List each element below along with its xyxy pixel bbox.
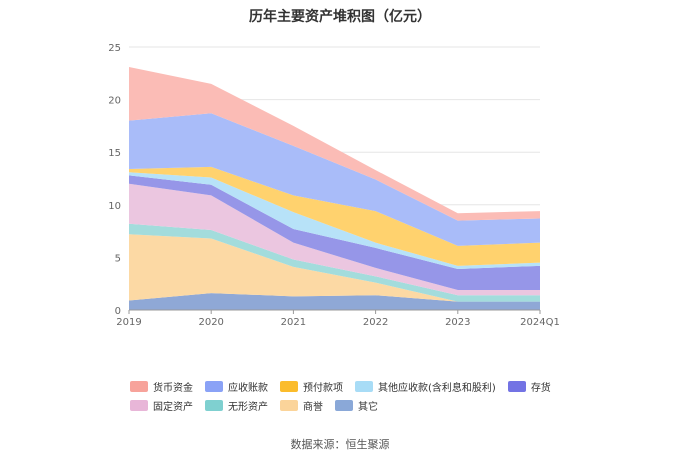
legend-item[interactable]: 无形资产 xyxy=(205,398,268,413)
legend-label: 固定资产 xyxy=(153,402,193,413)
legend: 货币资金 应收账款 预付款项 其他应收款(含利息和股利) 存货固定资产 无形资产 商誉 其它 xyxy=(130,377,610,415)
area-series-无形资产[interactable] xyxy=(129,223,540,302)
legend-label: 应收账款 xyxy=(228,383,268,394)
data-source-note: 数据来源：恒生聚源 xyxy=(290,438,390,451)
area-series-group xyxy=(129,66,540,310)
legend-label: 无形资产 xyxy=(228,402,268,413)
area-series-货币资金[interactable] xyxy=(129,66,540,221)
x-tick-label: 2020 xyxy=(198,317,223,328)
legend-swatch xyxy=(355,381,373,392)
legend-swatch xyxy=(280,400,298,411)
legend-label: 货币资金 xyxy=(153,383,193,394)
legend-item[interactable]: 预付款项 xyxy=(280,379,343,394)
y-tick-label: 25 xyxy=(108,43,121,54)
x-tick-label: 2023 xyxy=(445,317,470,328)
area-series-固定资产[interactable] xyxy=(129,183,540,296)
legend-label: 商誉 xyxy=(303,402,323,413)
legend-item[interactable]: 固定资产 xyxy=(130,398,193,413)
legend-item[interactable]: 存货 xyxy=(507,379,551,394)
y-tick-label: 0 xyxy=(115,306,121,317)
axes: 0 5 10 15 20 25 2019 2020 2021 2022 2023 2024Q1 xyxy=(108,43,560,328)
y-tick-label: 20 xyxy=(108,96,121,107)
x-tick-label: 2021 xyxy=(281,317,306,328)
legend-swatch xyxy=(507,381,526,392)
legend-label: 其它 xyxy=(358,402,378,413)
legend-item[interactable]: 应收账款 xyxy=(205,379,268,394)
stacked-area-chart: 0 5 10 15 20 25 2019 2020 2021 2022 2023 2024Q1 xyxy=(108,43,560,328)
legend-item[interactable]: 其它 xyxy=(335,398,378,413)
legend-swatch xyxy=(280,381,298,392)
legend-swatch xyxy=(335,400,353,411)
chart-title: 历年主要资产堆积图（亿元） xyxy=(249,9,431,25)
area-series-预付款项[interactable] xyxy=(129,166,540,266)
legend-swatch xyxy=(205,381,223,392)
x-tick-label: 2019 xyxy=(116,317,141,328)
legend-item[interactable]: 商誉 xyxy=(280,398,323,413)
x-tick-label: 2022 xyxy=(363,317,388,328)
area-series-应收账款[interactable] xyxy=(129,113,540,246)
y-tick-label: 10 xyxy=(108,201,121,212)
y-tick-label: 15 xyxy=(108,148,121,159)
legend-row: 货币资金 应收账款 预付款项 其他应收款(含利息和股利) 存货 xyxy=(130,377,610,396)
legend-swatch xyxy=(130,381,148,392)
legend-label: 预付款项 xyxy=(303,383,343,394)
legend-item[interactable]: 货币资金 xyxy=(130,379,193,394)
legend-label: 其他应收款(含利息和股利) xyxy=(378,383,496,394)
area-series-存货[interactable] xyxy=(129,175,540,291)
area-series-商誉[interactable] xyxy=(129,234,540,302)
legend-swatch xyxy=(205,400,223,411)
legend-label: 存货 xyxy=(530,383,551,394)
legend-swatch xyxy=(130,400,148,411)
area-series-其它[interactable] xyxy=(129,293,540,310)
x-tick-label: 2024Q1 xyxy=(520,317,560,328)
y-tick-label: 5 xyxy=(115,253,121,264)
legend-item[interactable]: 其他应收款(含利息和股利) xyxy=(355,379,496,394)
legend-row: 固定资产 无形资产 商誉 其它 xyxy=(130,396,610,415)
